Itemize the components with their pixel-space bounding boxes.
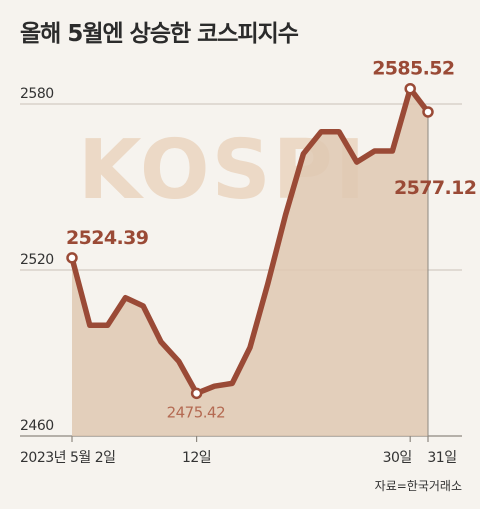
tick-layer: 2460 2520 2580 2023년 5월 2일 12일 30일 31일 xyxy=(20,86,457,466)
annotation-label-7: 2475.42 xyxy=(167,403,226,421)
page-title: 올해 5월엔 상승한 코스피지수 xyxy=(20,21,299,47)
y-tick-label-2520: 2520 xyxy=(20,252,54,268)
marker-point-20 xyxy=(422,106,434,118)
y-tick-label-2580: 2580 xyxy=(20,86,54,102)
annotation-label-19: 2585.52 xyxy=(372,58,454,80)
x-tick-label-20: 31일 xyxy=(427,450,456,466)
area-fill xyxy=(72,88,428,436)
annotation-label-0: 2524.39 xyxy=(66,227,148,249)
line-layer xyxy=(69,85,431,397)
marker-point-0 xyxy=(66,252,78,264)
annotation-layer: 2524.39 2475.42 2585.52 2577.12 xyxy=(66,58,477,422)
area-layer xyxy=(72,88,429,436)
source-note: 자료=한국거래소 xyxy=(375,479,462,493)
kospi-series-line xyxy=(69,85,431,397)
marker-point-7 xyxy=(190,387,203,400)
x-tick-label-19: 30일 xyxy=(383,450,412,466)
x-tick-label-7: 12일 xyxy=(182,450,211,466)
marker-point-19 xyxy=(404,82,416,95)
x-tick-label-0: 2023년 5월 2일 xyxy=(20,450,115,466)
y-tick-label-2460: 2460 xyxy=(20,418,54,434)
annotation-label-20: 2577.12 xyxy=(394,177,476,199)
